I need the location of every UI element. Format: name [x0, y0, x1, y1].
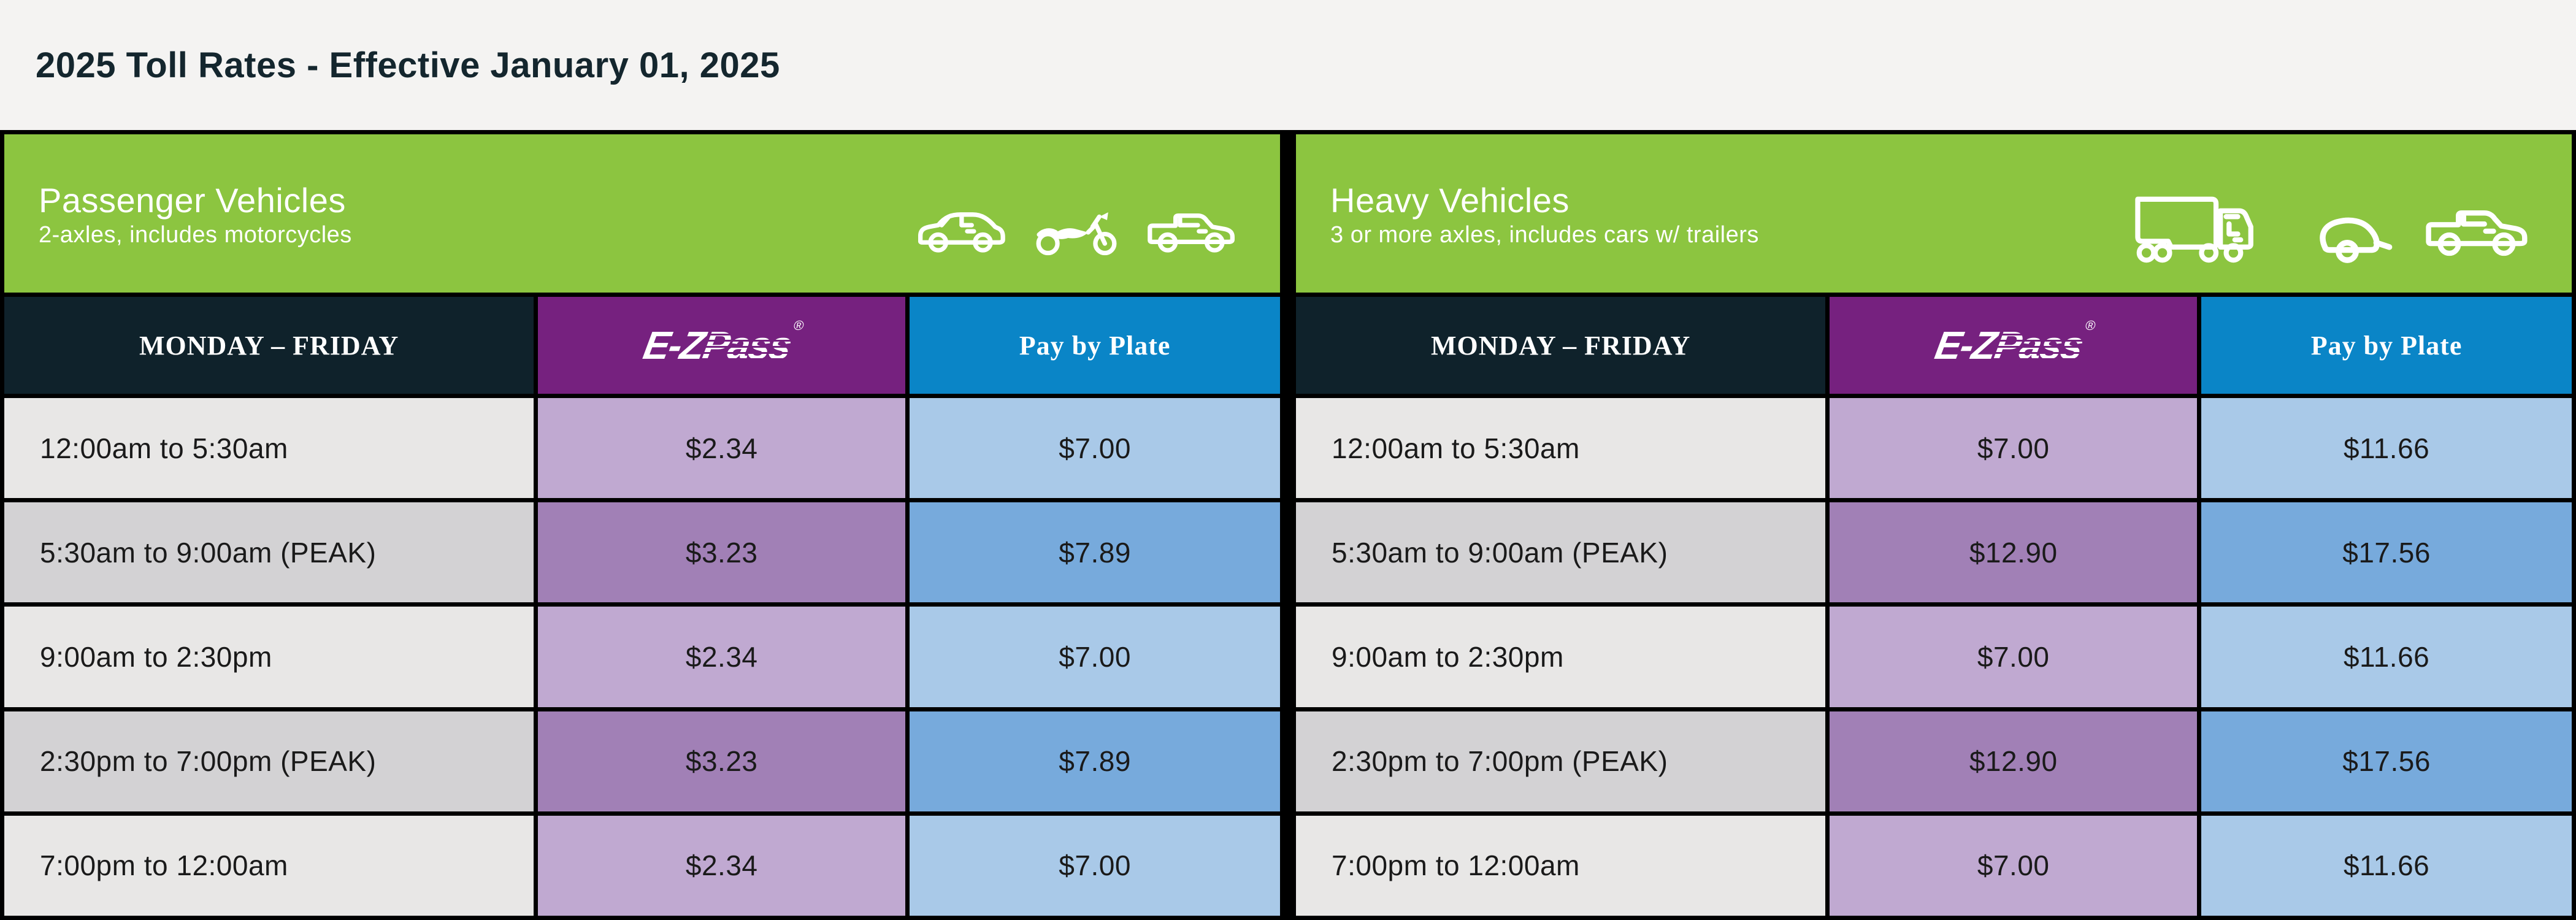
- table-cell-plate-rate: $7.89: [910, 711, 1280, 811]
- table-cell-ezpass-rate: $7.00: [1830, 607, 2198, 707]
- table-cell-plate-rate: $7.00: [910, 607, 1280, 707]
- page-title: 2025 Toll Rates - Effective January 01, …: [36, 45, 780, 85]
- table-cell-ezpass-rate: $7.00: [1830, 398, 2198, 499]
- schedule-column-header: MONDAY – FRIDAY: [1296, 297, 1826, 394]
- table-cell-time: 5:30am to 9:00am (PEAK): [4, 502, 534, 603]
- ezpass-column-header: E-ZPass®: [538, 297, 906, 394]
- passenger-vehicle-icons: [912, 201, 1241, 263]
- ezpass-logo: E-ZPass®: [1931, 318, 2096, 367]
- table-cell-ezpass-rate: $3.23: [538, 502, 906, 603]
- pay-by-plate-header-label: Pay by Plate: [1019, 330, 1171, 361]
- title-bar: 2025 Toll Rates - Effective January 01, …: [0, 0, 2576, 130]
- motorcycle-icon: [1027, 201, 1125, 263]
- camper-trailer-icon: [2313, 192, 2405, 272]
- registered-mark: ®: [2084, 318, 2096, 333]
- table-cell-plate-rate: $7.00: [910, 398, 1280, 499]
- heavy-header-text: Heavy Vehicles 3 or more axles, includes…: [1330, 179, 1759, 248]
- table-cell-plate-rate: $17.56: [2201, 502, 2572, 603]
- table-cell-ezpass-rate: $2.34: [538, 607, 906, 707]
- pickup-truck-icon: [2422, 192, 2532, 272]
- section-title: Heavy Vehicles: [1330, 180, 1570, 220]
- heavy-vehicles-table: Heavy Vehicles 3 or more axles, includes…: [1292, 130, 2576, 920]
- table-cell-plate-rate: $7.89: [910, 502, 1280, 603]
- schedule-column-header: MONDAY – FRIDAY: [4, 297, 534, 394]
- table-cell-time: 7:00pm to 12:00am: [4, 815, 534, 916]
- car-icon: [912, 201, 1010, 263]
- pay-by-plate-column-header: Pay by Plate: [2201, 297, 2572, 394]
- ezpass-logo: E-ZPass®: [640, 318, 805, 367]
- registered-mark: ®: [792, 318, 805, 333]
- table-cell-time: 9:00am to 2:30pm: [1296, 607, 1826, 707]
- passenger-vehicles-table: Passenger Vehicles 2-axles, includes mot…: [0, 130, 1284, 920]
- ezpass-column-header: E-ZPass®: [1830, 297, 2198, 394]
- table-cell-ezpass-rate: $12.90: [1830, 711, 2198, 811]
- table-cell-plate-rate: $11.66: [2201, 815, 2572, 916]
- section-title: Passenger Vehicles: [39, 180, 346, 220]
- passenger-section-header: Passenger Vehicles 2-axles, includes mot…: [4, 134, 1280, 293]
- semi-truck-icon: [2112, 192, 2296, 272]
- heavy-section-header: Heavy Vehicles 3 or more axles, includes…: [1296, 134, 2572, 293]
- section-subtitle: 2-axles, includes motorcycles: [39, 221, 352, 248]
- table-cell-ezpass-rate: $12.90: [1830, 502, 2198, 603]
- table-cell-time: 5:30am to 9:00am (PEAK): [1296, 502, 1826, 603]
- pickup-truck-icon: [1143, 201, 1241, 263]
- table-cell-time: 2:30pm to 7:00pm (PEAK): [4, 711, 534, 811]
- schedule-header-label: MONDAY – FRIDAY: [1430, 330, 1691, 361]
- table-cell-time: 7:00pm to 12:00am: [1296, 815, 1826, 916]
- pay-by-plate-column-header: Pay by Plate: [910, 297, 1280, 394]
- table-cell-ezpass-rate: $2.34: [538, 398, 906, 499]
- pay-by-plate-header-label: Pay by Plate: [2310, 330, 2463, 361]
- table-cell-plate-rate: $11.66: [2201, 398, 2572, 499]
- table-cell-plate-rate: $11.66: [2201, 607, 2572, 707]
- section-subtitle: 3 or more axles, includes cars w/ traile…: [1330, 221, 1759, 248]
- schedule-header-label: MONDAY – FRIDAY: [139, 330, 399, 361]
- passenger-header-text: Passenger Vehicles 2-axles, includes mot…: [39, 179, 352, 248]
- table-cell-ezpass-rate: $3.23: [538, 711, 906, 811]
- table-cell-time: 9:00am to 2:30pm: [4, 607, 534, 707]
- table-cell-time: 12:00am to 5:30am: [4, 398, 534, 499]
- table-cell-plate-rate: $7.00: [910, 815, 1280, 916]
- toll-tables-container: Passenger Vehicles 2-axles, includes mot…: [0, 130, 2576, 920]
- table-cell-time: 2:30pm to 7:00pm (PEAK): [1296, 711, 1826, 811]
- table-cell-ezpass-rate: $2.34: [538, 815, 906, 916]
- table-cell-plate-rate: $17.56: [2201, 711, 2572, 811]
- table-cell-ezpass-rate: $7.00: [1830, 815, 2198, 916]
- table-cell-time: 12:00am to 5:30am: [1296, 398, 1826, 499]
- heavy-vehicle-icons: [2112, 192, 2532, 272]
